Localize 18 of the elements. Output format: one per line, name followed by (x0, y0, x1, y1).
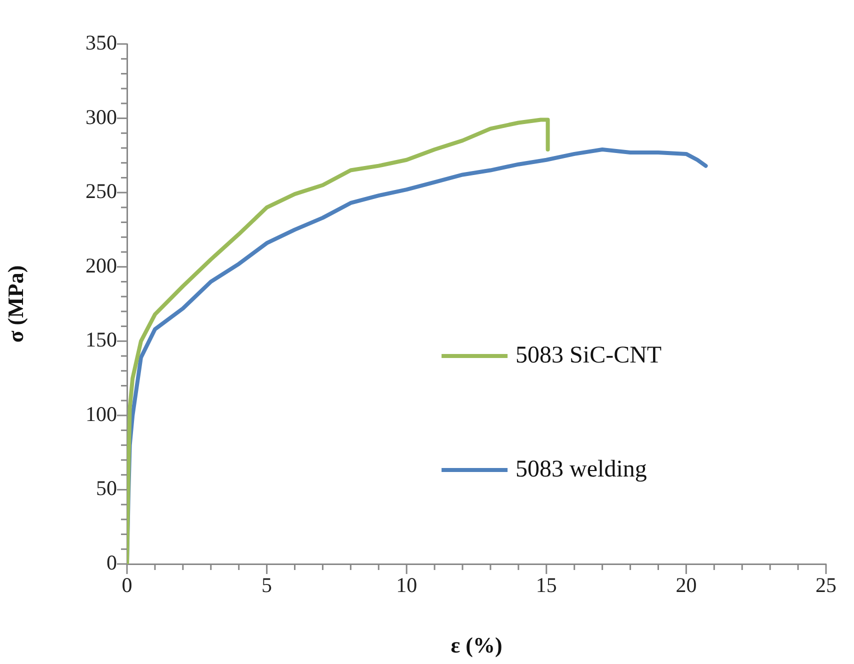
y-tick-label: 150 (86, 328, 117, 352)
y-tick-label: 350 (86, 30, 117, 55)
legend-label: 5083 welding (516, 456, 647, 482)
x-tick-label: 0 (122, 573, 132, 598)
x-tick-label: 10 (396, 573, 418, 598)
y-tick-label: 0 (106, 550, 117, 575)
x-tick-label: 15 (536, 573, 557, 598)
y-tick-label: 300 (86, 104, 117, 129)
legend-label: 5083 SiC-CNT (516, 342, 662, 368)
x-axis-title: ε (%) (450, 632, 502, 658)
y-tick-label: 100 (86, 402, 117, 426)
x-tick-label: 25 (816, 573, 836, 598)
x-tick-label: 20 (676, 573, 697, 598)
y-axis-title: σ (MPa) (2, 265, 28, 343)
y-tick-label: 200 (86, 253, 117, 278)
x-tick-label: 5 (262, 573, 272, 598)
y-tick-label: 50 (96, 476, 117, 500)
y-tick-label: 250 (86, 179, 117, 204)
